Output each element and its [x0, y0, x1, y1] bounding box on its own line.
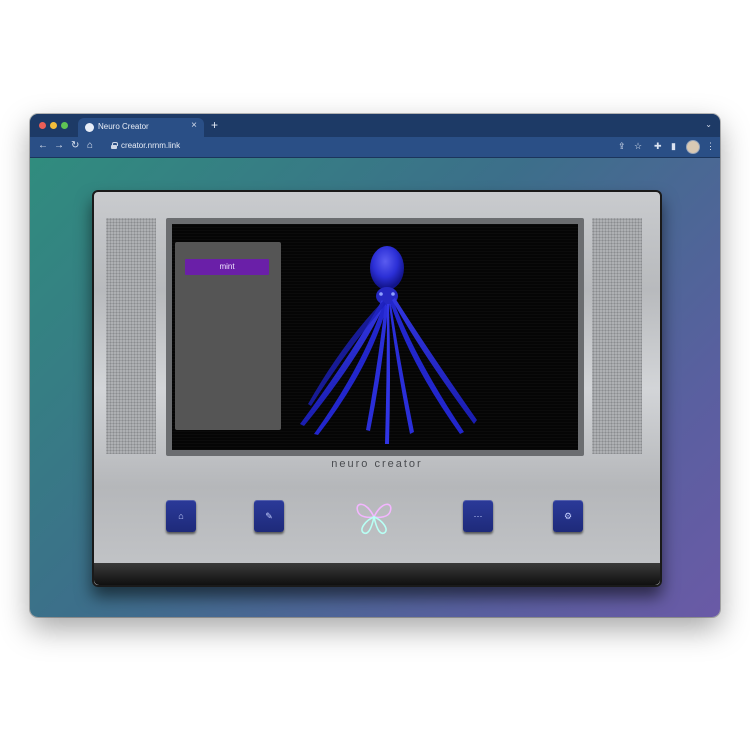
grid-key[interactable]: ⋯	[463, 500, 493, 532]
edit-key[interactable]: ✎	[254, 500, 284, 532]
forward-button[interactable]: →	[54, 140, 64, 151]
globe-icon	[85, 123, 94, 132]
home-icon: ⌂	[178, 511, 184, 521]
lock-icon[interactable]	[111, 142, 118, 149]
brand-label: neuro creator	[331, 458, 423, 470]
tab-neuro-creator[interactable]: Neuro Creator ×	[78, 118, 204, 137]
device-base	[94, 563, 660, 585]
home-button[interactable]: ⌂	[87, 140, 94, 151]
close-window-button[interactable]	[39, 122, 46, 129]
back-button[interactable]: ←	[38, 140, 48, 151]
right-speaker-grille	[592, 218, 642, 454]
browser-window: Neuro Creator × + ⌄ ← → ↻ ⌂ creator.nrnm…	[30, 114, 720, 617]
share-icon[interactable]: ⇪	[618, 141, 626, 151]
minimize-window-button[interactable]	[50, 122, 57, 129]
extensions-icon[interactable]: ✚	[654, 141, 662, 151]
tab-bar: Neuro Creator × + ⌄	[30, 114, 720, 137]
butterfly-logo-icon	[356, 503, 392, 535]
octopus-model[interactable]	[292, 234, 482, 444]
grid-icon: ⋯	[473, 511, 483, 521]
mint-button[interactable]: mint	[185, 259, 269, 275]
browser-menu-icon[interactable]: ⋮	[706, 141, 715, 151]
browser-toolbar: ← → ↻ ⌂ creator.nrnm.link ⇪ ☆ ✚ ▮ ⋮	[30, 137, 720, 158]
reload-button[interactable]: ↻	[71, 140, 80, 151]
neuro-creator-device: mint	[92, 190, 662, 587]
display-screen: mint	[172, 224, 578, 450]
screen-bezel: mint	[166, 218, 584, 456]
settings-icon: ⚙	[563, 511, 573, 521]
side-panel: mint	[175, 242, 281, 430]
tab-search-icon[interactable]: ⌄	[705, 120, 712, 129]
sidebar-icon[interactable]: ▮	[671, 141, 676, 151]
maximize-window-button[interactable]	[61, 122, 68, 129]
left-speaker-grille	[106, 218, 156, 454]
new-tab-button[interactable]: +	[211, 118, 219, 132]
address-bar[interactable]: creator.nrnm.link	[121, 141, 181, 150]
tab-title: Neuro Creator	[98, 122, 149, 131]
tab-close-button[interactable]: ×	[191, 120, 197, 131]
edit-icon: ✎	[265, 511, 273, 521]
home-key[interactable]: ⌂	[166, 500, 196, 532]
profile-avatar[interactable]	[686, 140, 700, 154]
bookmark-star-icon[interactable]: ☆	[634, 141, 643, 151]
settings-key[interactable]: ⚙	[553, 500, 583, 532]
